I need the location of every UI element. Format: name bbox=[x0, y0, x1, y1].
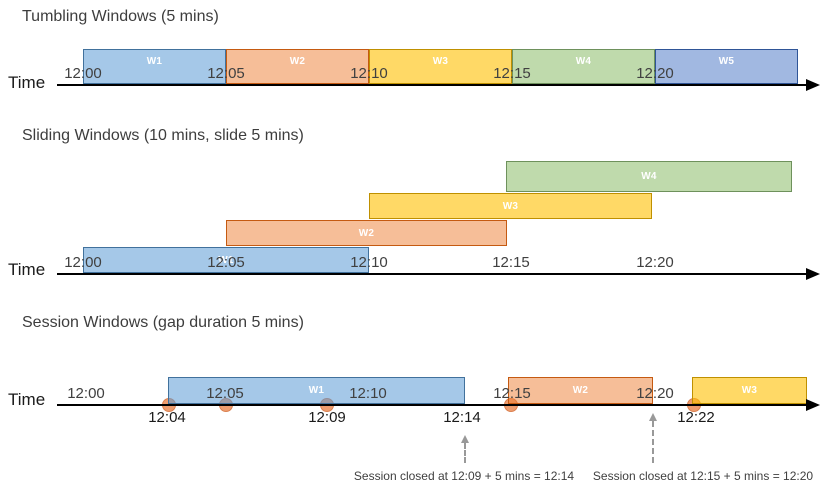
tumbling-tick-1205: 12:05 bbox=[207, 65, 245, 82]
window-label: W3 bbox=[502, 200, 519, 212]
sliding-window-w4: W4 bbox=[506, 161, 792, 192]
annotation-arrow-icon bbox=[648, 413, 658, 463]
window-label: W4 bbox=[575, 56, 592, 67]
sliding-axis-arrowhead-icon bbox=[806, 268, 820, 280]
sliding-tick-1220: 12:20 bbox=[636, 254, 674, 271]
tumbling-tick-1220: 12:20 bbox=[636, 65, 674, 82]
event-time-1222: 12:22 bbox=[677, 409, 715, 426]
window-label: W2 bbox=[289, 56, 306, 67]
session-tick-1200: 12:00 bbox=[67, 385, 105, 402]
annotation-arrow-icon bbox=[460, 435, 470, 463]
dashed-shaft bbox=[652, 421, 654, 463]
sliding-window-w2: W2 bbox=[226, 220, 507, 246]
sliding-window-w1: W1 bbox=[83, 247, 369, 273]
window-label: W1 bbox=[308, 385, 325, 396]
event-time-1209: 12:09 bbox=[308, 409, 346, 426]
tumbling-window-w1: W1 bbox=[83, 49, 226, 84]
tumbling-window-w2: W2 bbox=[226, 49, 369, 84]
sliding-window-w3: W3 bbox=[369, 193, 652, 219]
tumbling-tick-1210: 12:10 bbox=[350, 65, 388, 82]
arrowhead-up-icon bbox=[461, 435, 469, 443]
window-label: W1 bbox=[146, 56, 163, 67]
tumbling-window-w4: W4 bbox=[512, 49, 655, 84]
session-window-w2: W2 bbox=[508, 377, 653, 404]
session-tick-1210: 12:10 bbox=[349, 385, 387, 402]
tumbling-title: Tumbling Windows (5 mins) bbox=[22, 8, 219, 25]
session-axis-arrowhead-icon bbox=[806, 399, 820, 411]
session-time-label: Time bbox=[8, 390, 46, 409]
sliding-tick-1205: 12:05 bbox=[207, 254, 245, 271]
sliding-time-axis bbox=[57, 273, 808, 275]
tumbling-window-w3: W3 bbox=[369, 49, 512, 84]
close-time-1214: 12:14 bbox=[443, 409, 481, 426]
window-label: W2 bbox=[572, 385, 589, 396]
session-closed-note-2: Session closed at 12:15 + 5 mins = 12:20 bbox=[592, 469, 814, 483]
sliding-title: Sliding Windows (10 mins, slide 5 mins) bbox=[22, 127, 304, 144]
tumbling-tick-1215: 12:15 bbox=[493, 65, 531, 82]
session-title: Session Windows (gap duration 5 mins) bbox=[22, 314, 304, 331]
window-label: W5 bbox=[718, 56, 735, 67]
window-label: W3 bbox=[432, 56, 449, 67]
tumbling-tick-1200: 12:00 bbox=[64, 65, 102, 82]
session-window-w3: W3 bbox=[692, 377, 807, 404]
session-closed-note-1: Session closed at 12:09 + 5 mins = 12:14 bbox=[353, 469, 575, 483]
window-label: W3 bbox=[741, 385, 758, 396]
session-tick-1215: 12:15 bbox=[493, 385, 531, 402]
arrowhead-up-icon bbox=[649, 413, 657, 421]
session-window-w1: W1 bbox=[168, 377, 465, 404]
window-label: W2 bbox=[358, 227, 375, 239]
sliding-tick-1210: 12:10 bbox=[350, 254, 388, 271]
tumbling-axis-arrowhead-icon bbox=[806, 79, 820, 91]
tumbling-time-label: Time bbox=[8, 73, 46, 92]
tumbling-time-axis bbox=[57, 84, 808, 86]
tumbling-window-w5: W5 bbox=[655, 49, 798, 84]
window-label: W4 bbox=[641, 171, 657, 182]
event-time-1204: 12:04 bbox=[148, 409, 186, 426]
dashed-shaft bbox=[464, 443, 466, 463]
sliding-tick-1215: 12:15 bbox=[492, 254, 530, 271]
session-time-axis bbox=[57, 404, 808, 406]
sliding-tick-1200: 12:00 bbox=[64, 254, 102, 271]
sliding-time-label: Time bbox=[8, 260, 46, 279]
session-tick-1205: 12:05 bbox=[206, 385, 244, 402]
window-label: W1 bbox=[218, 254, 234, 266]
session-tick-1220: 12:20 bbox=[636, 385, 674, 402]
